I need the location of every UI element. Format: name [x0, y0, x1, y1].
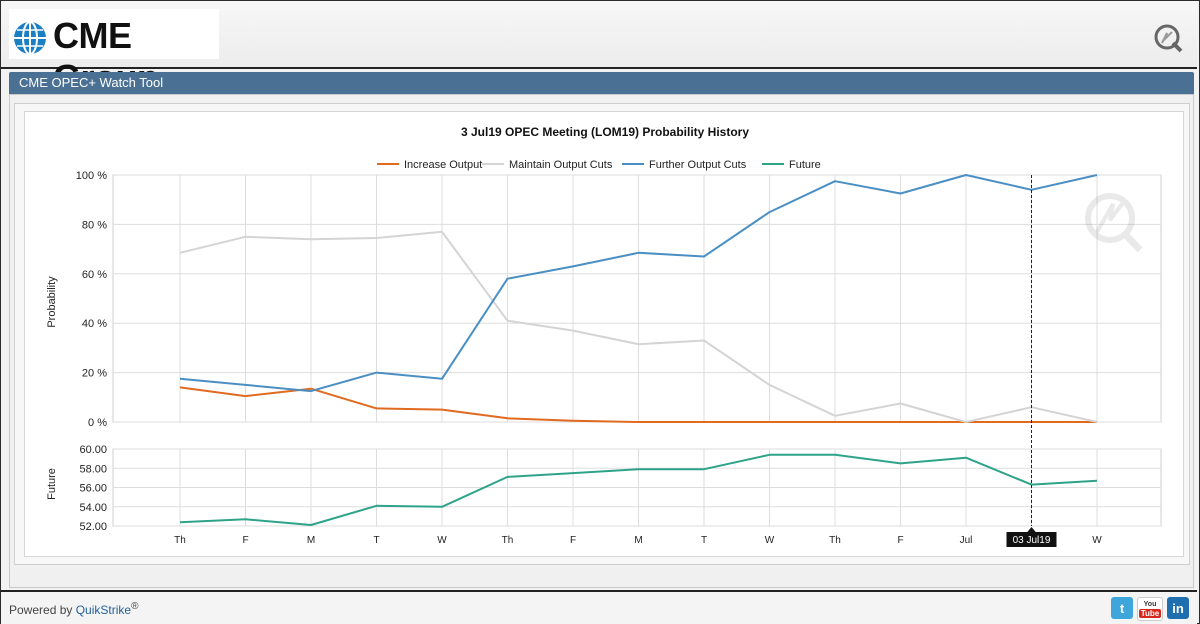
x-tick-label: Th	[174, 535, 186, 546]
legend-label: Increase Output	[404, 159, 482, 171]
bottom-panel-grid: 52.00 54.00 56.00 58.00 60.00	[79, 444, 1162, 533]
legend-label: Maintain Output Cuts	[509, 159, 613, 171]
powered-by-text: Powered by	[9, 603, 76, 617]
x-tick-label: Th	[829, 535, 841, 546]
twitter-icon[interactable]: t	[1111, 597, 1133, 619]
tooltip-pointer	[1026, 527, 1037, 533]
linkedin-icon[interactable]: in	[1167, 597, 1189, 619]
youtube-text-bottom: Tube	[1138, 608, 1162, 618]
series-line	[179, 453, 1098, 526]
twitter-glyph: t	[1119, 600, 1125, 616]
y-tick-label: 40 %	[82, 318, 107, 330]
x-tick-label: F	[242, 535, 248, 546]
quikstrike-watermark-icon	[1085, 193, 1143, 253]
y-tick-label: 20 %	[82, 368, 107, 380]
y-tick-label: 100 %	[76, 170, 107, 182]
social-links: t You Tube in	[1111, 597, 1189, 621]
x-tick-label: W	[1092, 535, 1102, 546]
x-tick-label: F	[897, 535, 903, 546]
chart-area: 3 Jul19 OPEC Meeting (LOM19) Probability…	[24, 111, 1184, 557]
series-line	[179, 386, 1097, 423]
y-tick-label: 80 %	[82, 219, 107, 231]
x-tooltip-box	[1006, 532, 1057, 547]
chart-title: 3 Jul19 OPEC Meeting (LOM19) Probability…	[461, 125, 749, 139]
quikstrike-link[interactable]: QuikStrike	[75, 603, 132, 617]
y-tick-label: 0 %	[88, 417, 107, 429]
bottom-panel-series	[179, 453, 1098, 526]
x-tick-label: T	[373, 535, 379, 546]
x-tick-label: Th	[502, 535, 514, 546]
chart-legend[interactable]: Increase Output Maintain Output Cuts Furth…	[377, 159, 821, 171]
x-tooltip-label: 03 Jul19	[1013, 535, 1051, 546]
x-tick-label: M	[307, 535, 315, 546]
cme-logo[interactable]: CME Group	[9, 9, 219, 98]
quikstrike-icon[interactable]	[1153, 23, 1183, 53]
legend-label: Further Output Cuts	[649, 159, 747, 171]
linkedin-glyph: in	[1172, 600, 1184, 616]
powered-by: Powered by QuikStrike®	[9, 601, 138, 617]
youtube-icon[interactable]: You Tube	[1137, 597, 1163, 621]
crosshair: 03 Jul19	[1006, 175, 1057, 547]
y-tick-label: 58.00	[79, 463, 107, 475]
x-tick-label: W	[437, 535, 447, 546]
header: CME Group	[1, 1, 1197, 98]
x-tick-label: W	[765, 535, 775, 546]
probability-chart[interactable]: 3 Jul19 OPEC Meeting (LOM19) Probability…	[25, 112, 1183, 556]
top-panel-grid: 0 % 20 % 40 % 60 % 80 % 100 %	[76, 170, 1162, 429]
y-tick-label: 54.00	[79, 502, 107, 514]
y-tick-label: 56.00	[79, 483, 107, 495]
youtube-text-top: You	[1143, 600, 1157, 608]
registered-mark: ®	[131, 601, 139, 612]
top-panel-series	[179, 174, 1098, 423]
x-tick-label: F	[570, 535, 576, 546]
y-tick-label: 60 %	[82, 269, 107, 281]
y-tick-label: 52.00	[79, 521, 107, 533]
y-axis-label-probability: Probability	[46, 276, 58, 328]
x-tick-label: M	[634, 535, 642, 546]
y-axis-label-future: Future	[46, 468, 58, 500]
y-tick-label: 60.00	[79, 444, 107, 456]
x-tick-label: T	[701, 535, 707, 546]
series-line	[179, 174, 1098, 393]
series-line	[179, 230, 1098, 423]
globe-icon	[14, 21, 46, 55]
plot-border	[112, 174, 1162, 423]
x-tick-label: Jul	[960, 535, 973, 546]
tool-title-bar: CME OPEC+ Watch Tool	[9, 72, 1194, 94]
footer: Powered by QuikStrike® t You Tube in	[1, 590, 1197, 624]
legend-label: Future	[789, 159, 821, 171]
x-axis: Th F M T W Th F M T W Th F Jul W	[174, 535, 1102, 546]
